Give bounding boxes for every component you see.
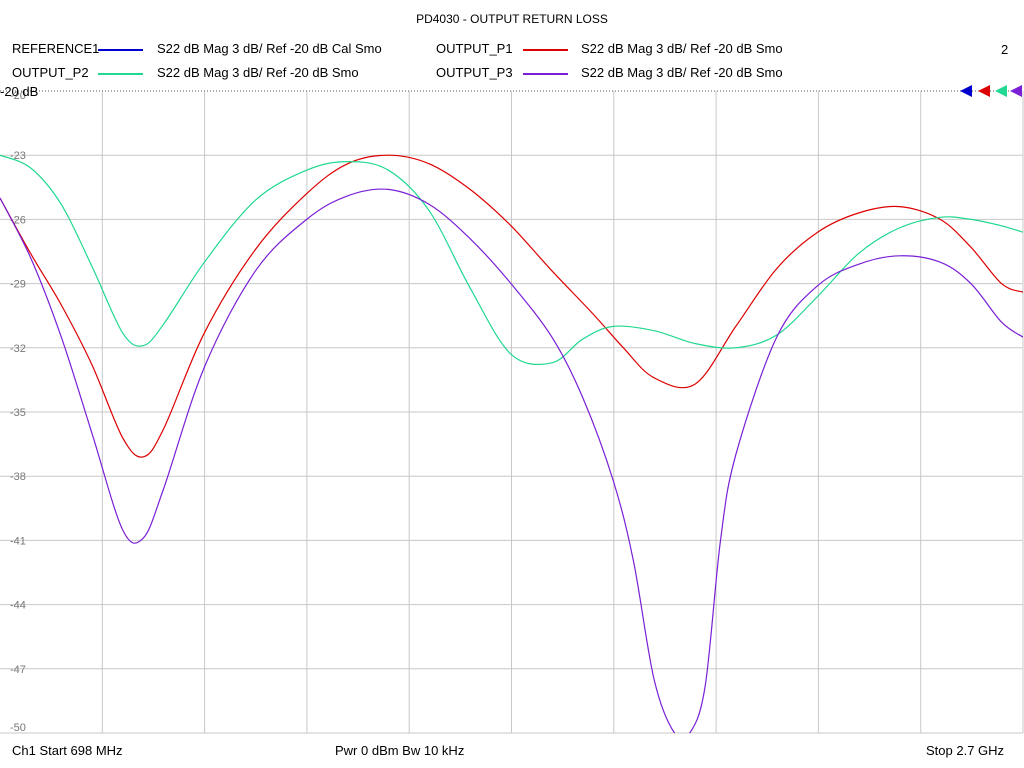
- grid-layer: [0, 90, 1024, 734]
- legend-swatch-reference1: [98, 49, 143, 51]
- reference-marker: [1010, 85, 1022, 97]
- reference-marker: [978, 85, 990, 97]
- legend-desc-output-p2: S22 dB Mag 3 dB/ Ref -20 dB Smo: [157, 65, 359, 80]
- series-line-output-p2: [0, 154, 1023, 366]
- y-tick-label: -23: [10, 150, 26, 162]
- legend-row-1: REFERENCE1 S22 dB Mag 3 dB/ Ref -20 dB C…: [0, 41, 1024, 59]
- legend-swatch-output-p2: [98, 73, 143, 75]
- y-tick-label: -50: [10, 722, 26, 734]
- legend-desc-output-p1: S22 dB Mag 3 dB/ Ref -20 dB Smo: [581, 41, 783, 56]
- reference-marker: [995, 85, 1007, 97]
- legend-row-2: OUTPUT_P2 S22 dB Mag 3 dB/ Ref -20 dB Sm…: [0, 65, 1024, 83]
- legend-swatch-output-p1: [523, 49, 568, 51]
- y-tick-label: -47: [10, 664, 26, 676]
- y-axis-ticks: -23-26-29-32-35-38-41-44-47-50-20: [10, 90, 26, 734]
- y-tick-label: -38: [10, 471, 26, 483]
- legend-name-output-p3: OUTPUT_P3: [436, 65, 513, 80]
- legend-swatch-output-p3: [523, 73, 568, 75]
- y-tick-label: -35: [10, 407, 26, 419]
- series-layer: [0, 154, 1023, 733]
- y-tick-label: -41: [10, 535, 26, 547]
- series-line-output-p3: [0, 188, 1023, 733]
- reference-markers: [960, 85, 1022, 97]
- reference-marker: [960, 85, 972, 97]
- legend-desc-reference1: S22 dB Mag 3 dB/ Ref -20 dB Cal Smo: [157, 41, 382, 56]
- y-tick-label: -44: [10, 600, 26, 612]
- legend-name-output-p2: OUTPUT_P2: [12, 65, 89, 80]
- footer-power-bandwidth: Pwr 0 dBm Bw 10 kHz: [335, 743, 465, 758]
- legend-desc-output-p3: S22 dB Mag 3 dB/ Ref -20 dB Smo: [581, 65, 783, 80]
- legend-name-reference1: REFERENCE1: [12, 41, 100, 56]
- reference-level-label: -20 dB: [0, 84, 38, 99]
- y-tick-label: -20: [10, 90, 26, 102]
- footer-stop: Stop 2.7 GHz: [926, 743, 1005, 758]
- chart-title: PD4030 - OUTPUT RETURN LOSS: [416, 12, 608, 26]
- legend-name-output-p1: OUTPUT_P1: [436, 41, 513, 56]
- y-tick-label: -32: [10, 343, 26, 355]
- footer-start: Ch1 Start 698 MHz: [12, 743, 123, 758]
- series-line-output-p1: [0, 154, 1023, 458]
- marker-count: 2: [1001, 42, 1009, 57]
- y-tick-label: -29: [10, 279, 26, 291]
